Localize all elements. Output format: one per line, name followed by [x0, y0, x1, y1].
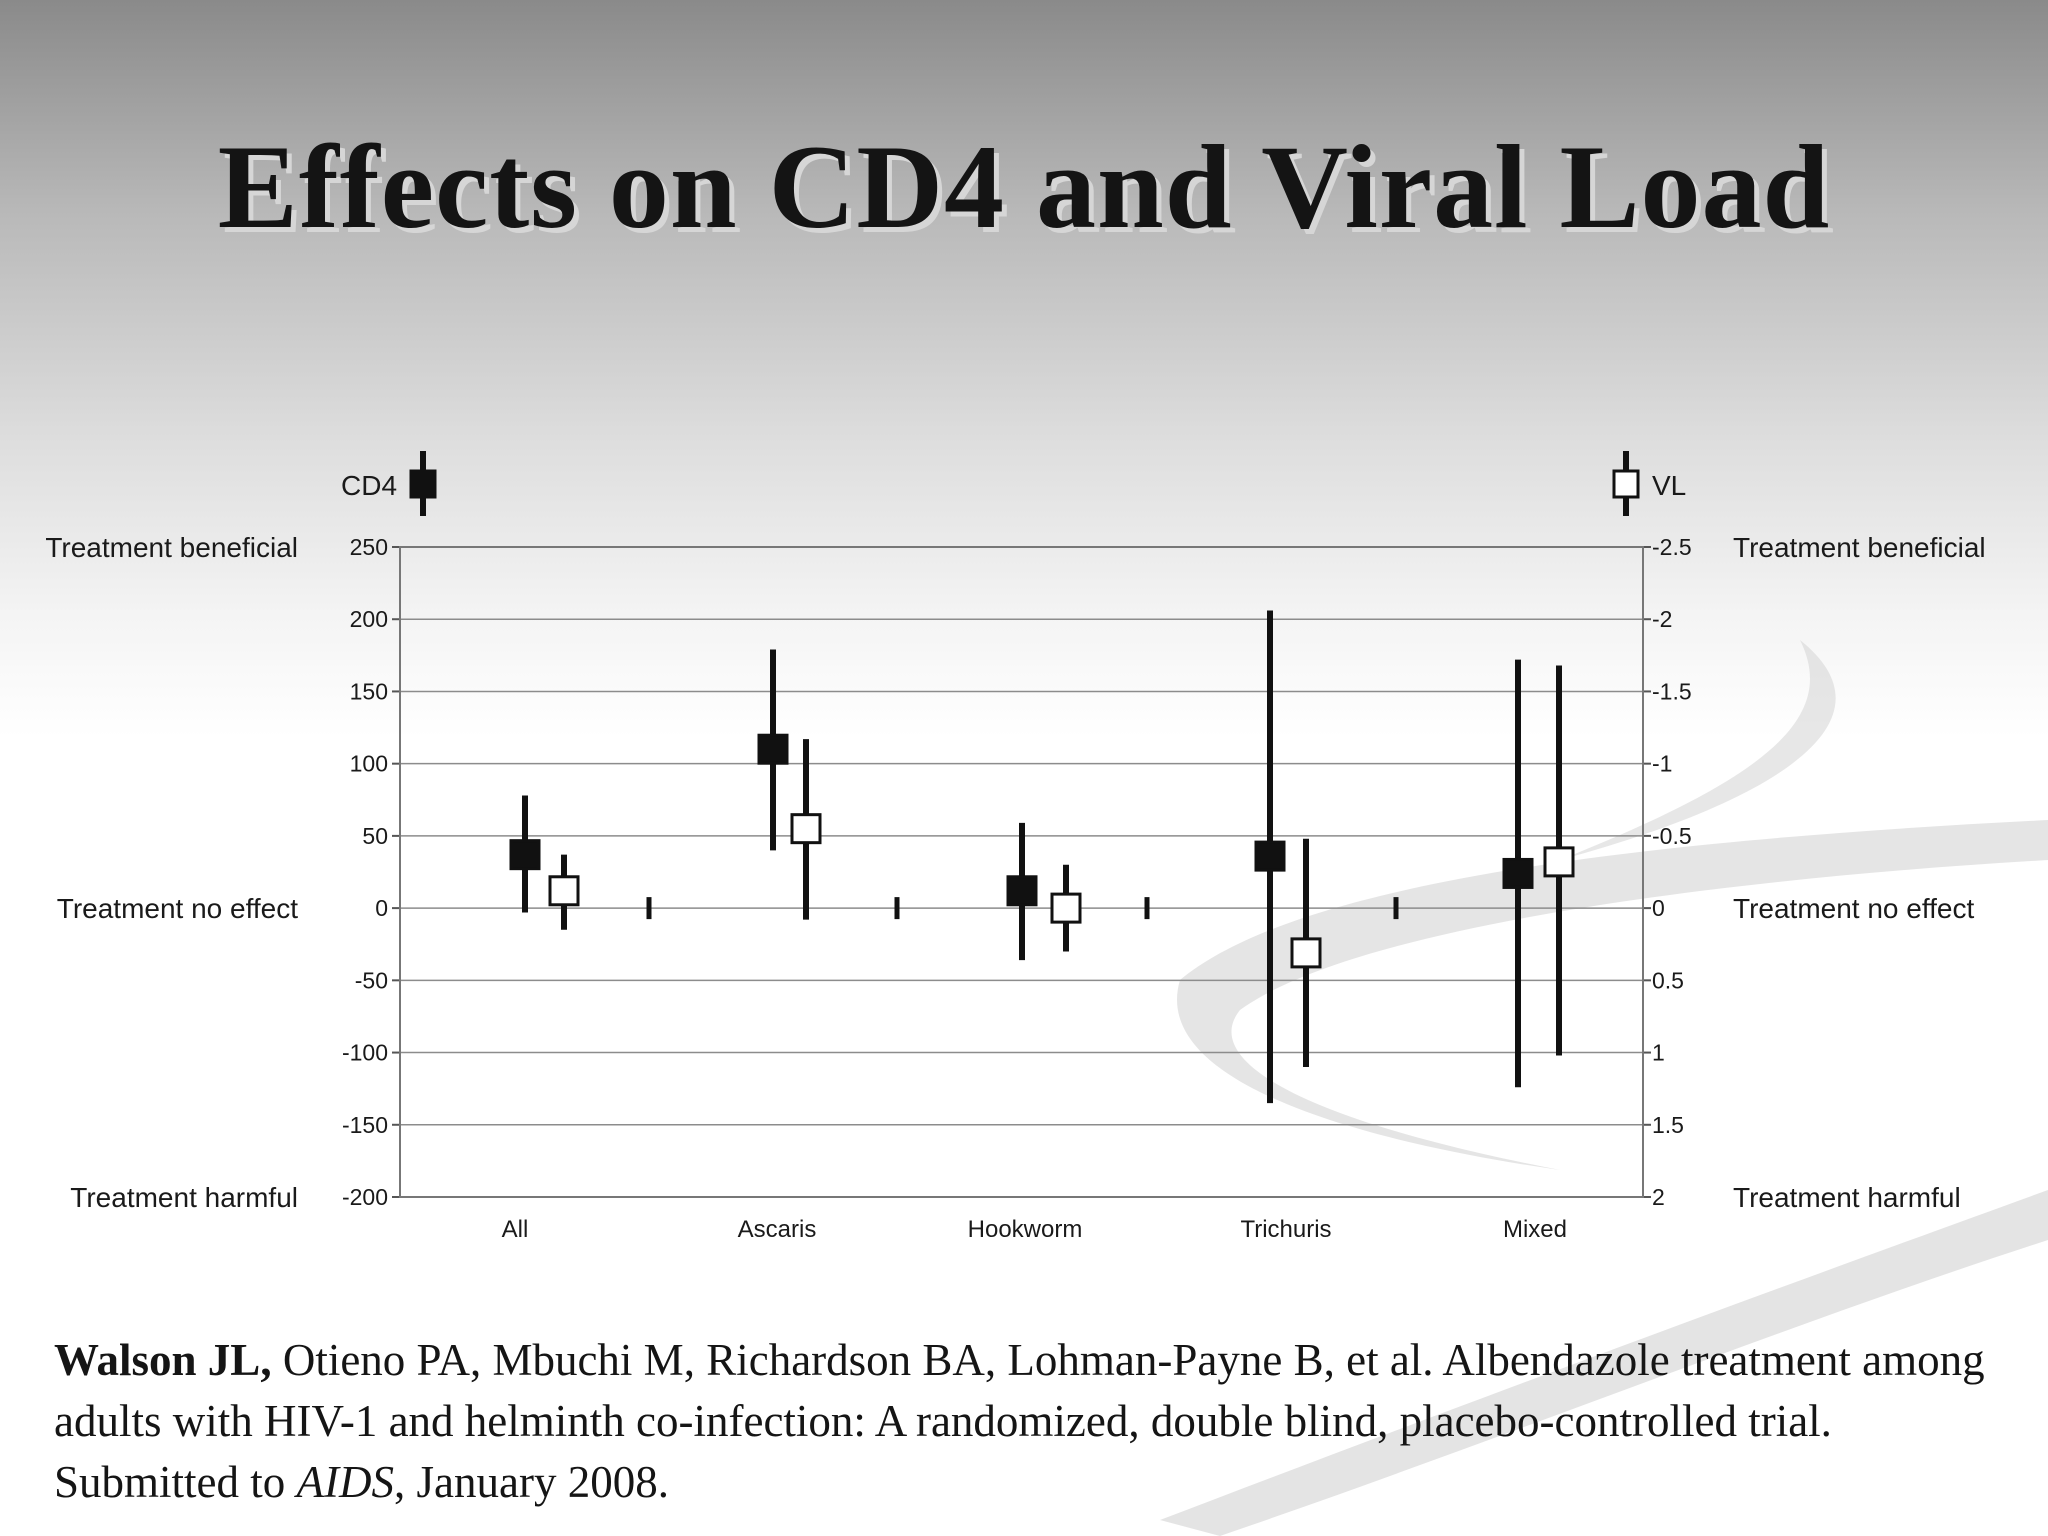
cd4-vl-chart: 250 200 150 100 50 0 -50 -100 -150 -200 -2.5 -2 -1.5… [45, 451, 1986, 1243]
category-label: Mixed [1503, 1216, 1567, 1243]
right-tick-label: 2 [1652, 1184, 1665, 1210]
right-tick-label: 1.5 [1652, 1112, 1684, 1138]
plot-frame [399, 546, 1644, 1198]
cd4-point [1006, 875, 1038, 907]
right-tick-label: 0.5 [1652, 967, 1684, 993]
left-side-label-bottom: Treatment harmful [70, 1182, 298, 1213]
vl-point [548, 875, 580, 907]
vl-legend-marker [1612, 469, 1640, 499]
slide-title: Effects on CD4 and Viral Load [217, 120, 1831, 253]
labels-layer: 250 200 150 100 50 0 -50 -100 -150 -200 -2.5 -2 -1.5… [45, 532, 1985, 1243]
left-tick-label: -50 [355, 967, 388, 993]
right-tick-label: 0 [1652, 895, 1665, 921]
left-tick-label: 200 [350, 606, 388, 632]
axis-layer [392, 546, 1651, 1198]
category-label: Trichuris [1240, 1216, 1331, 1243]
left-tick-label: 250 [350, 534, 388, 560]
cd4-point [1254, 840, 1286, 872]
right-side-label-bottom: Treatment harmful [1733, 1182, 1961, 1213]
right-tick-label: -1.5 [1652, 678, 1692, 704]
cd4-point [1502, 857, 1534, 889]
left-side-label-top: Treatment beneficial [45, 532, 298, 563]
citation-text-end: , January 2008. [394, 1457, 669, 1507]
left-tick-label: -100 [342, 1040, 388, 1066]
vl-point [790, 813, 822, 845]
vl-point [1543, 846, 1575, 878]
right-side-label-top: Treatment beneficial [1733, 532, 1986, 563]
category-label: Ascaris [738, 1216, 817, 1243]
category-label: Hookworm [968, 1216, 1083, 1243]
vl-legend-label: VL [1652, 470, 1686, 501]
vl-point [1050, 892, 1082, 924]
cd4-point [509, 839, 541, 871]
cd4-legend-marker [409, 469, 437, 499]
left-tick-label: 0 [375, 895, 388, 921]
left-side-label-middle: Treatment no effect [57, 893, 298, 924]
right-tick-label: -1 [1652, 751, 1672, 777]
left-tick-label: 50 [362, 823, 388, 849]
citation-journal: AIDS [296, 1457, 394, 1507]
left-tick-label: -200 [342, 1184, 388, 1210]
legend-layer: CD4 VL [341, 451, 1686, 516]
vl-point [1290, 937, 1322, 969]
left-tick-label: 100 [350, 751, 388, 777]
right-tick-label: -0.5 [1652, 823, 1692, 849]
citation: Walson JL, Otieno PA, Mbuchi M, Richards… [54, 1330, 2004, 1513]
marks-layer [509, 610, 1575, 1104]
category-label: All [502, 1216, 529, 1243]
right-tick-label: -2.5 [1652, 534, 1692, 560]
citation-text: Otieno PA, Mbuchi M, Richardson BA, Lohm… [54, 1335, 1985, 1507]
right-tick-label: -2 [1652, 606, 1672, 632]
cd4-point [757, 733, 789, 765]
right-tick-label: 1 [1652, 1040, 1665, 1066]
right-side-label-middle: Treatment no effect [1733, 893, 1974, 924]
cd4-legend-label: CD4 [341, 470, 397, 501]
left-tick-label: 150 [350, 678, 388, 704]
left-tick-label: -150 [342, 1112, 388, 1138]
citation-authors-bold: Walson JL, [54, 1335, 272, 1385]
